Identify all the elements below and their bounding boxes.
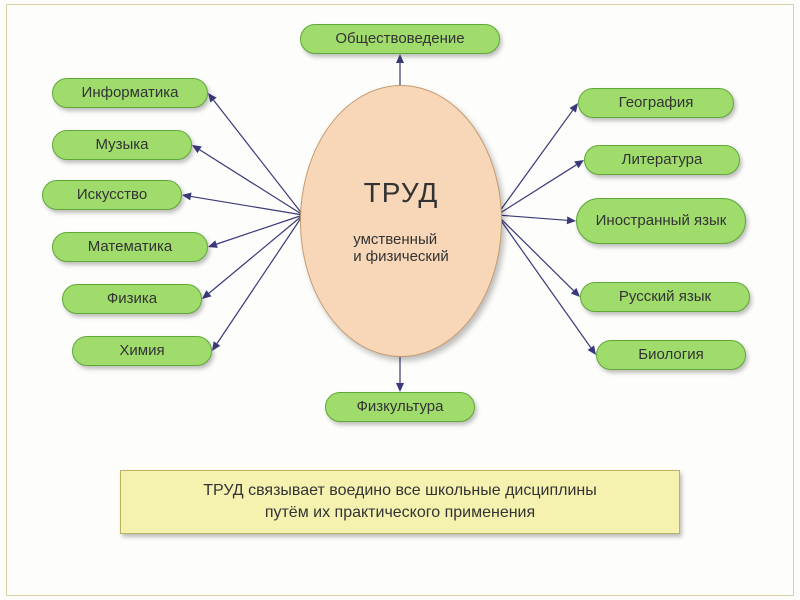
caption-box: ТРУД связывает воедино все школьные дисц… xyxy=(120,470,680,534)
subject-label: Химия xyxy=(119,342,164,359)
center-main-label: ТРУД xyxy=(364,177,439,209)
subject-label: Математика xyxy=(88,238,173,255)
subject-node-top: Обществоведение xyxy=(300,24,500,54)
subject-node-bottom: Физкультура xyxy=(325,392,475,422)
subject-node-l1: Музыка xyxy=(52,130,192,160)
subject-label: Искусство xyxy=(77,186,147,203)
subject-label: Музыка xyxy=(95,136,148,153)
center-oval: ТРУД умственный и физический xyxy=(300,85,502,357)
subject-node-l2: Искусство xyxy=(42,180,182,210)
subject-node-r3: Русский язык xyxy=(580,282,750,312)
subject-node-l5: Химия xyxy=(72,336,212,366)
subject-node-r1: Литература xyxy=(584,145,740,175)
subject-label: Биология xyxy=(638,346,703,363)
caption-text: ТРУД связывает воедино все школьные дисц… xyxy=(203,480,596,523)
subject-label: Физкультура xyxy=(356,398,443,415)
center-sub-label: умственный и физический xyxy=(353,231,449,265)
subject-label: Русский язык xyxy=(619,288,711,305)
subject-label: Физика xyxy=(107,290,157,307)
subject-label: Иностранный язык xyxy=(596,212,727,229)
subject-node-l0: Информатика xyxy=(52,78,208,108)
subject-label: Обществоведение xyxy=(335,30,464,47)
subject-label: Литература xyxy=(622,151,703,168)
subject-node-l3: Математика xyxy=(52,232,208,262)
subject-node-r2: Иностранный язык xyxy=(576,198,746,244)
subject-label: Информатика xyxy=(82,84,179,101)
subject-node-l4: Физика xyxy=(62,284,202,314)
subject-label: География xyxy=(619,94,694,111)
subject-node-r4: Биология xyxy=(596,340,746,370)
subject-node-r0: География xyxy=(578,88,734,118)
